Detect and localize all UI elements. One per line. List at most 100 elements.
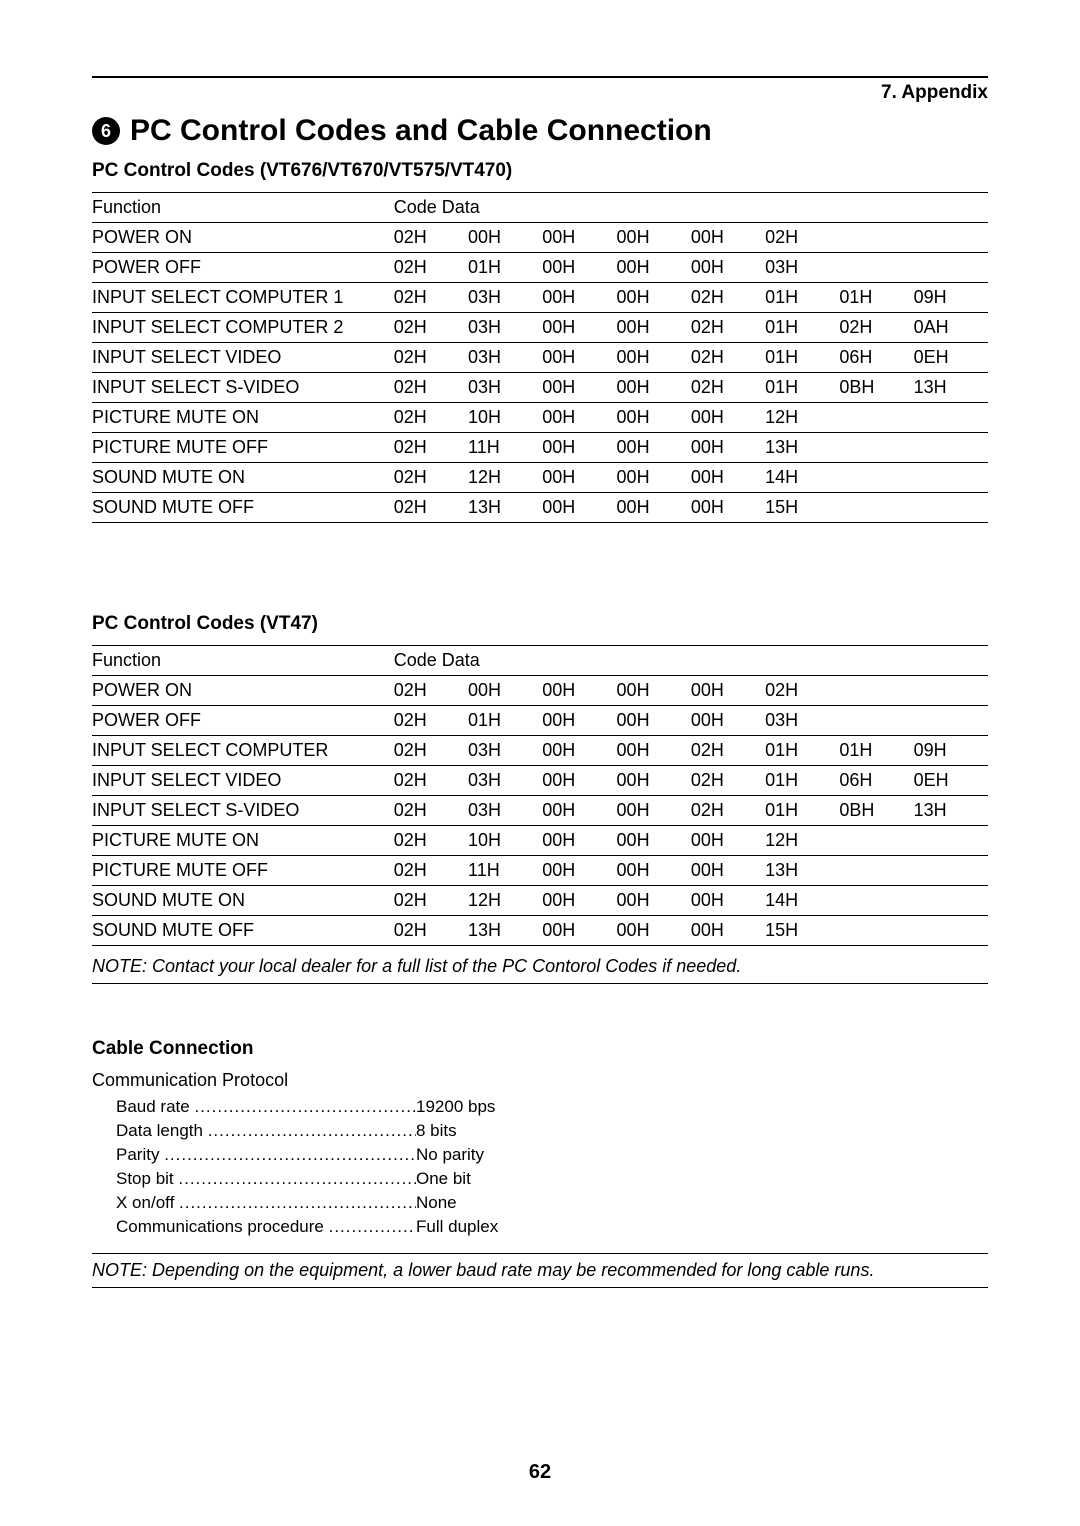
code-cell: 0AH	[914, 313, 988, 343]
protocol-value: 19200 bps	[416, 1097, 495, 1117]
code-cell: 02H	[839, 313, 913, 343]
table-row: INPUT SELECT COMPUTER 202H03H00H00H02H01…	[92, 313, 988, 343]
code-cell: 02H	[394, 706, 468, 736]
code-cell: 03H	[468, 796, 542, 826]
protocol-row: X on/off None	[116, 1193, 988, 1213]
code-cell: 00H	[617, 886, 691, 916]
code-cell: 14H	[765, 463, 839, 493]
code-cell	[914, 433, 988, 463]
table2-note: NOTE: Contact your local dealer for a fu…	[92, 952, 988, 984]
table-row: POWER OFF02H01H00H00H00H03H	[92, 253, 988, 283]
code-cell: 02H	[394, 856, 468, 886]
function-cell: PICTURE MUTE OFF	[92, 433, 394, 463]
code-cell: 02H	[691, 313, 765, 343]
code-cell	[914, 403, 988, 433]
code-cell: 00H	[542, 283, 616, 313]
function-cell: PICTURE MUTE ON	[92, 403, 394, 433]
cable-note: NOTE: Depending on the equipment, a lowe…	[92, 1253, 988, 1288]
protocol-label: Stop bit	[116, 1169, 416, 1189]
protocol-value: No parity	[416, 1145, 484, 1165]
code-cell: 00H	[691, 493, 765, 523]
code-cell: 00H	[691, 223, 765, 253]
code-cell: 15H	[765, 493, 839, 523]
table2: Function Code Data POWER ON02H00H00H00H0…	[92, 645, 988, 946]
table-row: PICTURE MUTE OFF02H11H00H00H00H13H	[92, 856, 988, 886]
code-cell: 02H	[394, 343, 468, 373]
function-cell: SOUND MUTE OFF	[92, 916, 394, 946]
code-cell: 00H	[617, 283, 691, 313]
function-cell: PICTURE MUTE OFF	[92, 856, 394, 886]
code-cell: 00H	[617, 463, 691, 493]
code-cell: 01H	[765, 313, 839, 343]
function-cell: INPUT SELECT COMPUTER	[92, 736, 394, 766]
code-cell	[839, 433, 913, 463]
table-row: POWER OFF02H01H00H00H00H03H	[92, 706, 988, 736]
code-cell: 00H	[691, 403, 765, 433]
table-row: SOUND MUTE OFF02H13H00H00H00H15H	[92, 493, 988, 523]
code-cell	[839, 463, 913, 493]
code-cell: 00H	[691, 886, 765, 916]
code-cell: 00H	[617, 433, 691, 463]
section-title-text: PC Control Codes and Cable Connection	[130, 114, 712, 148]
code-cell: 03H	[468, 313, 542, 343]
code-cell: 00H	[617, 403, 691, 433]
section-title: 6 PC Control Codes and Cable Connection	[92, 114, 988, 148]
code-cell: 00H	[691, 706, 765, 736]
table1-col-function: Function	[92, 193, 394, 223]
table-row: SOUND MUTE OFF02H13H00H00H00H15H	[92, 916, 988, 946]
protocol-value: None	[416, 1193, 457, 1213]
code-cell: 00H	[542, 493, 616, 523]
code-cell	[839, 676, 913, 706]
table2-heading: PC Control Codes (VT47)	[92, 613, 988, 635]
code-cell	[839, 493, 913, 523]
code-cell: 01H	[765, 283, 839, 313]
table1-wrap: Function Code Data POWER ON02H00H00H00H0…	[92, 192, 988, 523]
protocol-row: Data length 8 bits	[116, 1121, 988, 1141]
code-cell: 15H	[765, 916, 839, 946]
function-cell: INPUT SELECT S-VIDEO	[92, 796, 394, 826]
protocol-label: Communications procedure	[116, 1217, 416, 1237]
table1-heading: PC Control Codes (VT676/VT670/VT575/VT47…	[92, 160, 988, 182]
code-cell: 00H	[691, 433, 765, 463]
function-cell: INPUT SELECT COMPUTER 1	[92, 283, 394, 313]
code-cell: 02H	[394, 373, 468, 403]
code-cell: 02H	[765, 223, 839, 253]
code-cell: 00H	[617, 313, 691, 343]
code-cell: 00H	[617, 766, 691, 796]
code-cell	[839, 826, 913, 856]
code-cell: 02H	[691, 736, 765, 766]
code-cell: 02H	[394, 283, 468, 313]
code-cell: 00H	[617, 796, 691, 826]
table-row: SOUND MUTE ON02H12H00H00H00H14H	[92, 886, 988, 916]
comm-protocol-label: Communication Protocol	[92, 1070, 988, 1091]
protocol-label: Parity	[116, 1145, 416, 1165]
function-cell: POWER ON	[92, 676, 394, 706]
code-cell: 02H	[691, 373, 765, 403]
code-cell: 00H	[542, 373, 616, 403]
code-cell	[914, 826, 988, 856]
code-cell: 11H	[468, 433, 542, 463]
code-cell: 02H	[765, 676, 839, 706]
code-cell: 03H	[468, 373, 542, 403]
code-cell: 00H	[542, 676, 616, 706]
table-row: INPUT SELECT COMPUTER02H03H00H00H02H01H0…	[92, 736, 988, 766]
function-cell: INPUT SELECT VIDEO	[92, 343, 394, 373]
code-cell: 02H	[394, 826, 468, 856]
code-cell: 02H	[394, 796, 468, 826]
code-cell: 09H	[914, 283, 988, 313]
code-cell: 02H	[394, 433, 468, 463]
code-cell: 02H	[394, 886, 468, 916]
table-row: POWER ON02H00H00H00H00H02H	[92, 676, 988, 706]
table2-col-codedata: Code Data	[394, 646, 988, 676]
code-cell: 12H	[765, 403, 839, 433]
protocol-label: Baud rate	[116, 1097, 416, 1117]
code-cell: 01H	[765, 343, 839, 373]
code-cell: 00H	[617, 493, 691, 523]
table2-wrap: Function Code Data POWER ON02H00H00H00H0…	[92, 645, 988, 946]
code-cell	[914, 253, 988, 283]
function-cell: INPUT SELECT COMPUTER 2	[92, 313, 394, 343]
code-cell: 00H	[542, 343, 616, 373]
code-cell: 00H	[542, 223, 616, 253]
code-cell: 02H	[691, 343, 765, 373]
code-cell	[839, 223, 913, 253]
